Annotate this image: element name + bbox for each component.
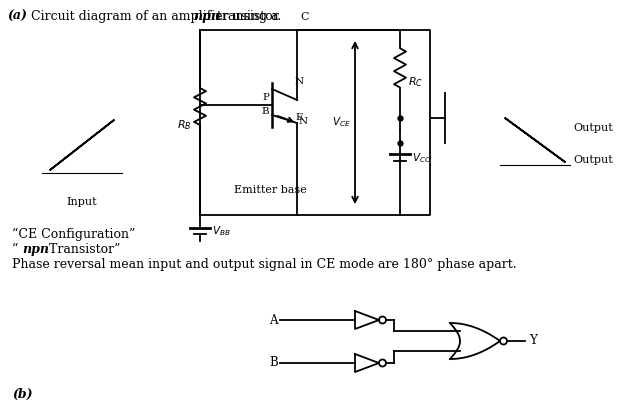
Text: (a): (a) xyxy=(7,10,27,23)
Text: Y: Y xyxy=(529,335,537,347)
Text: $R_B$: $R_B$ xyxy=(178,118,192,132)
Text: (b): (b) xyxy=(12,388,33,401)
Circle shape xyxy=(379,316,386,323)
Text: Circuit diagram of an amplifier using a: Circuit diagram of an amplifier using a xyxy=(23,10,283,23)
Text: $V_{BB}$: $V_{BB}$ xyxy=(212,224,231,238)
Text: B: B xyxy=(269,356,278,370)
Text: Emitter base: Emitter base xyxy=(233,185,306,195)
Text: $V_{CE}$: $V_{CE}$ xyxy=(332,116,351,129)
Circle shape xyxy=(379,359,386,366)
Text: “CE Configuration”: “CE Configuration” xyxy=(12,228,135,241)
Text: transistor.: transistor. xyxy=(213,10,281,23)
Text: $V_{CC}$: $V_{CC}$ xyxy=(412,151,431,165)
Text: npn: npn xyxy=(193,10,220,23)
Text: npn: npn xyxy=(22,243,49,256)
Text: Transistor”: Transistor” xyxy=(45,243,120,256)
Text: Output: Output xyxy=(573,123,613,133)
Text: E: E xyxy=(295,113,303,122)
Text: $R_C$: $R_C$ xyxy=(408,76,423,89)
Circle shape xyxy=(500,337,507,344)
Text: B: B xyxy=(261,107,269,116)
Text: C: C xyxy=(301,12,310,22)
Text: “: “ xyxy=(12,243,22,256)
Text: N: N xyxy=(299,117,308,126)
Text: P: P xyxy=(262,93,269,102)
Text: Output: Output xyxy=(573,155,613,165)
Text: A: A xyxy=(269,313,278,327)
Text: Input: Input xyxy=(67,197,97,207)
Text: N: N xyxy=(295,77,304,86)
Text: Phase reversal mean input and output signal in CE mode are 180° phase apart.: Phase reversal mean input and output sig… xyxy=(12,258,517,271)
